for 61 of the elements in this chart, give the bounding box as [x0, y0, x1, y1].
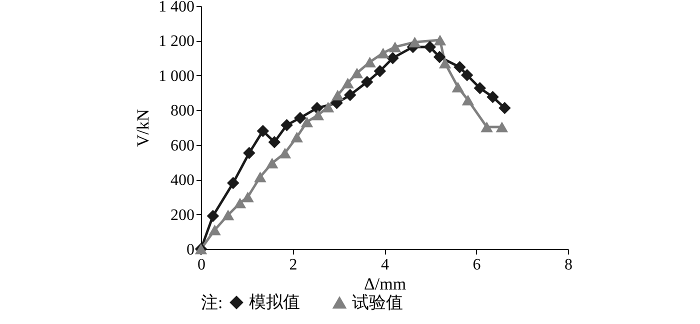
point [388, 42, 402, 52]
point [222, 210, 234, 220]
point [332, 90, 344, 100]
y-tick-label: 600 [170, 137, 194, 154]
point [322, 102, 334, 112]
point [256, 124, 270, 138]
x-tick-label: 6 [472, 256, 481, 274]
point [242, 192, 254, 202]
y-axis-title: V/kN [134, 109, 152, 147]
y-tick-label: 800 [170, 102, 194, 120]
point [408, 36, 421, 48]
point [360, 76, 374, 88]
y-tick-label: 1 400 [158, 0, 194, 16]
point [208, 224, 221, 236]
point [424, 40, 436, 54]
point [266, 158, 278, 168]
point [243, 146, 256, 160]
point [350, 68, 364, 78]
y-tick-label: 0 [186, 242, 194, 258]
legend-label: 模拟值 [249, 292, 300, 312]
point [206, 210, 220, 222]
point [374, 64, 386, 78]
point [294, 112, 306, 124]
point [226, 176, 240, 190]
point [498, 102, 511, 114]
point [268, 136, 281, 148]
point [452, 82, 464, 92]
x-tick-label: 4 [381, 256, 389, 274]
point [300, 116, 314, 128]
point [386, 52, 399, 64]
point [312, 110, 324, 120]
point [462, 94, 474, 106]
point [234, 198, 246, 208]
point [342, 78, 354, 88]
point [310, 102, 324, 114]
legend-label: 试验值 [352, 292, 403, 312]
point [290, 132, 304, 142]
y-tick-label: 1 000 [158, 68, 194, 85]
y-tick-label: 400 [170, 172, 194, 190]
y-tick-label: 1 200 [158, 33, 194, 50]
y-tick-label: 200 [170, 206, 194, 224]
point [433, 50, 446, 64]
point [496, 122, 508, 132]
point [280, 118, 293, 132]
point [377, 48, 390, 58]
point [254, 172, 266, 182]
point [486, 90, 499, 104]
point [278, 148, 292, 158]
point [344, 88, 356, 102]
point [438, 58, 452, 68]
x-tick-label: 8 [564, 256, 572, 274]
legend-title: 注: [201, 293, 223, 312]
point [454, 60, 466, 74]
point [480, 122, 493, 132]
x-tick-label: 0 [198, 256, 206, 274]
point [460, 68, 474, 82]
point [434, 34, 446, 46]
point [364, 56, 376, 68]
point [474, 82, 486, 94]
x-axis-title: Δ/mm [364, 274, 406, 294]
x-tick-label: 2 [289, 256, 298, 274]
